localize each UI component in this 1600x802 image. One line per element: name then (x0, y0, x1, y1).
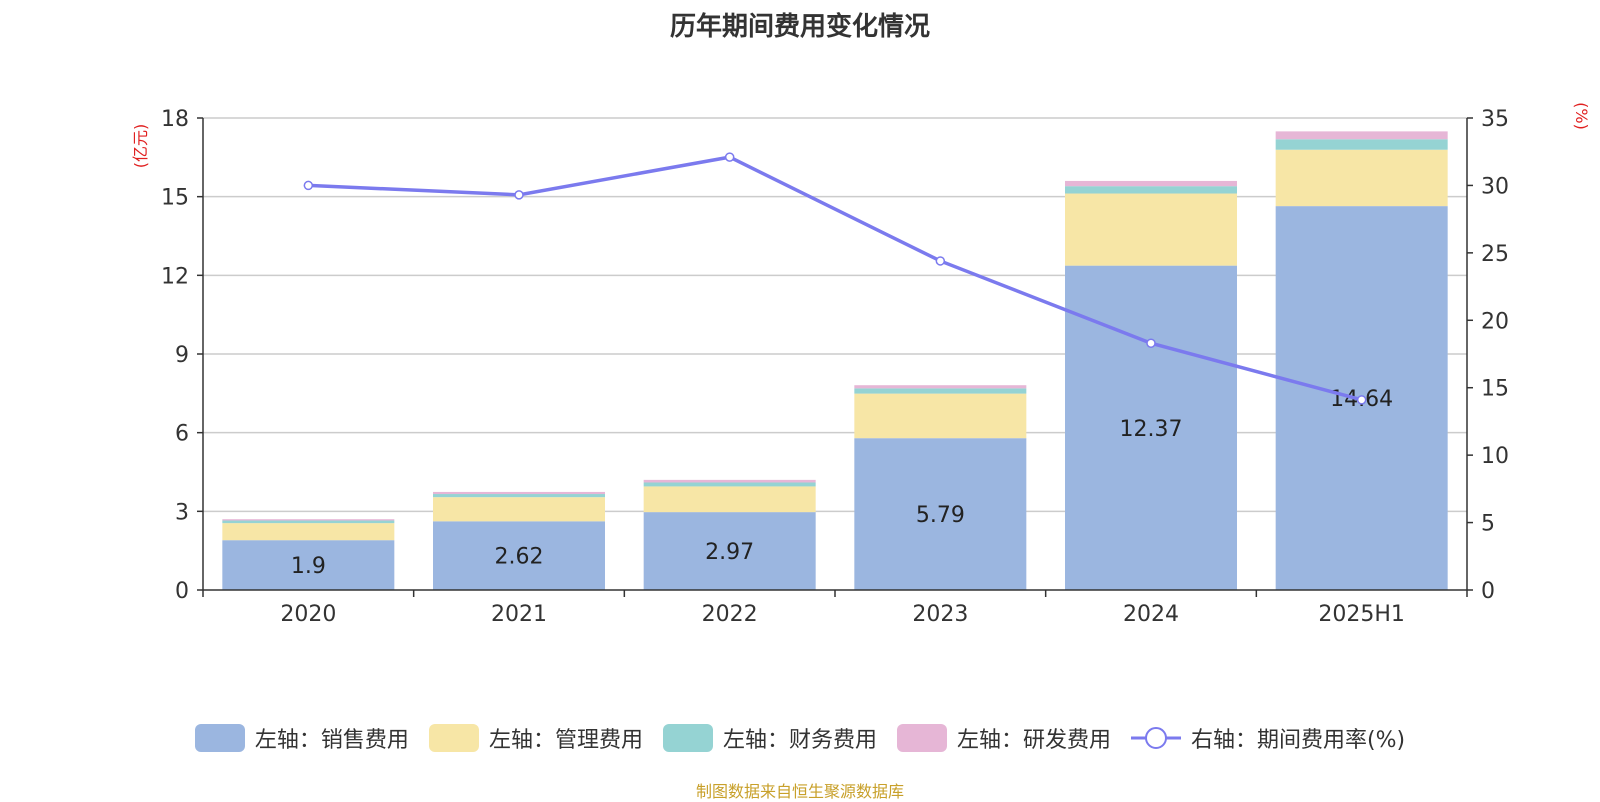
left-axis-unit: (亿元) (131, 124, 150, 169)
bar-rd (854, 385, 1027, 389)
grid-layer (203, 117, 1467, 513)
rate-point (1146, 338, 1156, 348)
bar-admin (222, 523, 395, 541)
left-axis-tick-label: 9 (175, 343, 189, 368)
right-axis-tick-label: 35 (1481, 107, 1509, 132)
left-axis-tick-label: 3 (175, 500, 189, 525)
legend-swatch-sales (194, 724, 245, 752)
bar-sales (433, 521, 605, 590)
right-axis-tick-label: 10 (1481, 444, 1509, 469)
rate-point (935, 256, 946, 266)
legend-label-sales: 左轴：销售费用 (254, 728, 409, 753)
bar-admin (1275, 149, 1448, 207)
legend-swatch-rd (896, 724, 947, 752)
left-axis-tick-label: 0 (175, 579, 189, 604)
legend-item-rd[interactable]: 左轴：研发费用 (896, 722, 1111, 754)
bar-finance (854, 388, 1027, 394)
bar-admin (854, 393, 1027, 439)
data-source-note: 制图数据来自恒生聚源数据库 (695, 782, 904, 801)
bar-rd (222, 519, 395, 521)
bar-rd (433, 491, 605, 495)
legend-swatch-admin (428, 724, 479, 752)
right-axis-tick-label: 15 (1481, 377, 1509, 402)
bar-data-label: 2.97 (705, 540, 754, 565)
legend: 左轴：销售费用 左轴：管理费用 左轴：财务费用 左轴：研发费用 右轴：期间费用率… (0, 722, 1600, 754)
rate-line (308, 155, 1363, 402)
bar-admin (433, 497, 605, 522)
legend-line-marker-icon (1130, 727, 1181, 749)
left-axis-tick-label: 6 (175, 422, 189, 447)
bar-data-label: 5.79 (916, 503, 965, 528)
rate-point (1356, 395, 1367, 405)
bar-finance (1065, 186, 1237, 194)
rate-point (303, 180, 314, 191)
right-axis-tick-label: 30 (1481, 174, 1509, 199)
bar-sales (222, 540, 395, 590)
bar-finance (433, 494, 605, 498)
bar-rd (643, 479, 816, 483)
x-axis-tick-label: 2023 (912, 602, 968, 627)
bar-admin (643, 486, 816, 513)
bar-data-label: 2.62 (495, 545, 544, 570)
right-axis-unit: (%) (1572, 102, 1591, 130)
bar-data-label: 1.9 (291, 554, 326, 579)
right-axis-tick-label: 20 (1481, 309, 1509, 334)
bar-rd (1065, 180, 1237, 187)
rate-point (514, 190, 524, 200)
rate-point (724, 152, 735, 162)
axis-layer: 0 3 6 9 12 15 18 0 5 10 15 20 25 30 35 2020 2021 2022 2023… (161, 107, 1509, 627)
bar-finance (222, 520, 395, 524)
bar-finance (1275, 139, 1448, 150)
legend-swatch-finance (662, 724, 713, 752)
right-axis-tick-label: 25 (1481, 242, 1509, 267)
legend-item-finance[interactable]: 左轴：财务费用 (662, 722, 877, 754)
legend-label-finance: 左轴：财务费用 (722, 728, 877, 753)
x-axis-tick-label: 2020 (280, 602, 336, 627)
bar-sales (643, 512, 816, 590)
legend-label-rate: 右轴：期间费用率(%) (1190, 728, 1406, 753)
legend-label-admin: 左轴：管理费用 (488, 728, 643, 753)
bar-data-label: 12.37 (1120, 417, 1183, 442)
line-layer (303, 152, 1367, 405)
x-axis-tick-label: 2022 (702, 602, 758, 627)
legend-item-rate[interactable]: 右轴：期间费用率(%) (1130, 722, 1406, 754)
left-axis-tick-label: 18 (161, 107, 189, 132)
right-axis-tick-label: 0 (1481, 579, 1495, 604)
left-axis-tick-label: 12 (161, 264, 189, 289)
right-axis-tick-label: 5 (1481, 512, 1495, 537)
legend-item-sales[interactable]: 左轴：销售费用 (194, 722, 409, 754)
x-axis-tick-label: 2024 (1123, 602, 1179, 627)
bar-rd (1275, 131, 1448, 140)
legend-item-admin[interactable]: 左轴：管理费用 (428, 722, 643, 754)
legend-label-rd: 左轴：研发费用 (956, 728, 1111, 753)
chart-title: 历年期间费用变化情况 (669, 12, 930, 42)
x-axis-tick-label: 2025H1 (1318, 602, 1405, 627)
x-axis-tick-label: 2021 (491, 602, 547, 627)
bar-sales (854, 438, 1027, 590)
bar-finance (643, 482, 816, 487)
bar-layer (222, 131, 1448, 590)
left-axis-tick-label: 15 (161, 186, 189, 211)
bar-admin (1065, 193, 1237, 266)
